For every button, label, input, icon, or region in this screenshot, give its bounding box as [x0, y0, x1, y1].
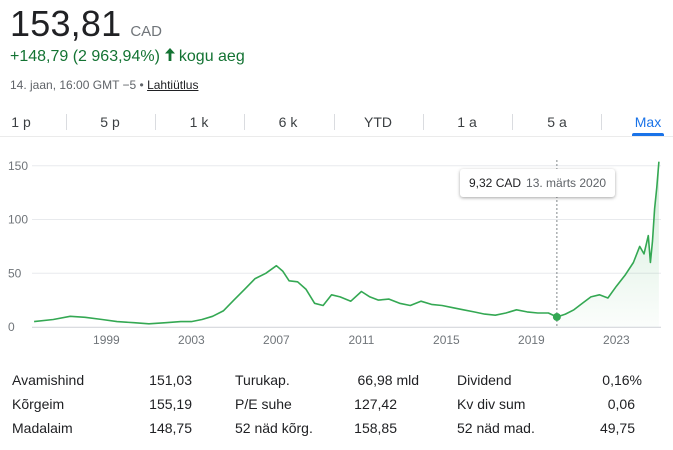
stats-row: Madalaim 148,75 52 näd kõrg. 158,85 52 n…: [0, 416, 673, 440]
stat-label-high: Kõrgeim: [12, 396, 65, 412]
tab-1-month[interactable]: 1 k: [189, 114, 209, 130]
currency-label: CAD: [130, 23, 162, 40]
x-tick-label: 2007: [263, 333, 290, 347]
stat-label-52-week-high: 52 näd kõrg.: [235, 420, 313, 436]
price-area-fill: [556, 161, 659, 327]
tab-6-month[interactable]: 6 k: [278, 114, 298, 130]
stats-row: Avamishind 151,03 Turukap. 66,98 mld Div…: [0, 368, 673, 392]
tab-divider: [601, 114, 602, 130]
stat-value-52-week-high: 158,85: [354, 420, 397, 436]
tab-ytd[interactable]: YTD: [364, 114, 392, 130]
stat-value-low: 148,75: [149, 420, 192, 436]
stat-label-dividend: Dividend: [457, 372, 512, 388]
stat-value-quarterly-dividend: 0,06: [607, 396, 635, 412]
y-tick-label: 0: [8, 320, 15, 334]
x-tick-label: 2019: [518, 333, 545, 347]
stat-value-market-cap: 66,98 mld: [357, 372, 419, 388]
tab-1-year[interactable]: 1 a: [457, 114, 477, 130]
tab-divider: [512, 114, 513, 130]
price-header: 153,81 CAD: [10, 2, 162, 46]
stat-label-quarterly-dividend: Kv div sum: [457, 396, 526, 412]
change-amount: +148,79 (2 963,94%): [10, 48, 160, 65]
y-tick-label: 50: [8, 266, 22, 280]
quote-meta: 14. jaan, 16:00 GMT −5 • Lahtiütlus: [10, 78, 198, 92]
stat-label-low: Madalaim: [12, 420, 73, 436]
y-tick-label: 150: [8, 159, 28, 173]
stat-label-open: Avamishind: [12, 372, 85, 388]
hover-point: [552, 312, 561, 321]
y-tick-label: 100: [8, 213, 28, 227]
arrow-up-icon: [164, 48, 175, 66]
tooltip-value: 9,32 CAD: [469, 176, 522, 190]
x-tick-label: 1999: [93, 333, 120, 347]
chart-tooltip: 9,32 CAD 13. märts 2020: [460, 169, 616, 197]
current-price: 153,81: [10, 3, 122, 44]
price-change: +148,79 (2 963,94%) kogu aeg: [10, 48, 245, 66]
tab-max[interactable]: Max: [632, 108, 664, 136]
stat-value-high: 155,19: [149, 396, 192, 412]
quote-timestamp: 14. jaan, 16:00 GMT −5 •: [10, 78, 144, 92]
tooltip-date: 13. märts 2020: [526, 176, 607, 190]
tab-5-day[interactable]: 5 p: [100, 114, 120, 130]
stat-value-dividend: 0,16%: [602, 372, 642, 388]
disclaimer-link[interactable]: Lahtiütlus: [147, 78, 199, 92]
tab-divider: [66, 114, 67, 130]
stat-label-52-week-low: 52 näd mad.: [457, 420, 535, 436]
price-line[interactable]: [34, 161, 660, 325]
stats-row: Kõrgeim 155,19 P/E suhe 127,42 Kv div su…: [0, 392, 673, 416]
x-tick-label: 2023: [603, 333, 630, 347]
stat-value-pe-ratio: 127,42: [354, 396, 397, 412]
tab-1-day[interactable]: 1 p: [11, 114, 31, 130]
tab-divider: [423, 114, 424, 130]
stat-label-pe-ratio: P/E suhe: [235, 396, 292, 412]
x-tick-label: 2003: [178, 333, 205, 347]
x-tick-label: 2015: [433, 333, 460, 347]
tab-divider: [244, 114, 245, 130]
stat-label-market-cap: Turukap.: [235, 372, 290, 388]
price-chart[interactable]: 0 50 100 150 1999 2003 2007 2011 2015 2019 2023: [0, 150, 673, 362]
tab-5-year[interactable]: 5 a: [547, 114, 567, 130]
stat-value-open: 151,03: [149, 372, 192, 388]
tab-divider: [155, 114, 156, 130]
range-tabs: 1 p 5 p 1 k 6 k YTD 1 a 5 a Max: [0, 108, 673, 137]
tab-divider: [334, 114, 335, 130]
stat-value-52-week-low: 49,75: [599, 420, 635, 436]
x-tick-label: 2011: [348, 333, 374, 347]
change-period: kogu aeg: [178, 48, 245, 65]
tabs-baseline: [0, 136, 673, 137]
